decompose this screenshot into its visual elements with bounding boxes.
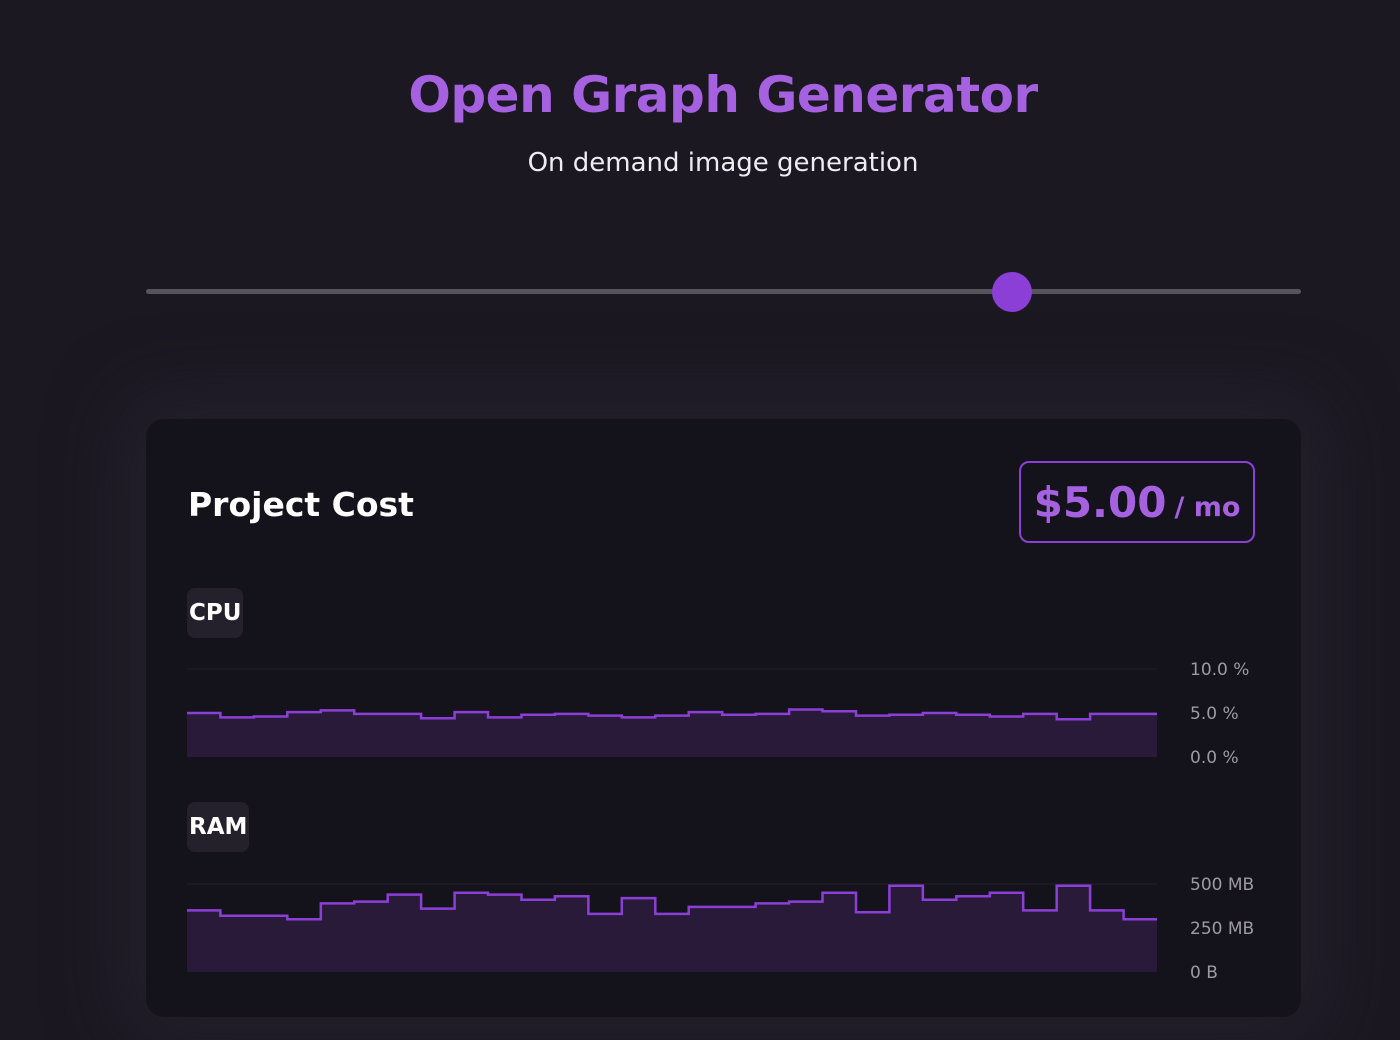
ram-tick-label: 0 B bbox=[1190, 963, 1218, 983]
ram-series-line bbox=[187, 884, 1157, 921]
cpu-tick-label: 0.0 % bbox=[1190, 748, 1239, 768]
usage-slider[interactable] bbox=[146, 270, 1301, 314]
ram-chart: 0 B 250 MB 500 MB bbox=[187, 874, 1287, 984]
ram-label: RAM bbox=[187, 802, 250, 852]
card-title: Project Cost bbox=[188, 485, 414, 524]
cpu-label: CPU bbox=[187, 588, 244, 638]
project-cost-card: Project Cost $5.00 / mo CPU 0.0 % 5.0 % 10… bbox=[146, 419, 1301, 1017]
price-period: / mo bbox=[1174, 491, 1241, 523]
ram-chart-svg: 0 B 250 MB 500 MB bbox=[187, 875, 1254, 983]
price-amount: $5.00 bbox=[1033, 477, 1167, 527]
price-badge: $5.00 / mo bbox=[1019, 461, 1255, 543]
ram-tick-label: 500 MB bbox=[1190, 875, 1254, 895]
cpu-area bbox=[187, 709, 1157, 757]
cpu-tick-label: 10.0 % bbox=[1190, 660, 1249, 680]
cpu-series-line bbox=[187, 708, 1157, 721]
cpu-chart-svg: 0.0 % 5.0 % 10.0 % bbox=[187, 660, 1249, 768]
slider-track[interactable] bbox=[146, 289, 1301, 294]
cpu-tick-label: 5.0 % bbox=[1190, 704, 1239, 724]
cpu-chart: 0.0 % 5.0 % 10.0 % bbox=[187, 659, 1287, 769]
page-title: Open Graph Generator bbox=[408, 66, 1038, 124]
page-subtitle: On demand image generation bbox=[527, 148, 919, 178]
slider-thumb[interactable] bbox=[992, 272, 1033, 312]
ram-area bbox=[187, 885, 1157, 972]
ram-tick-label: 250 MB bbox=[1190, 919, 1254, 939]
